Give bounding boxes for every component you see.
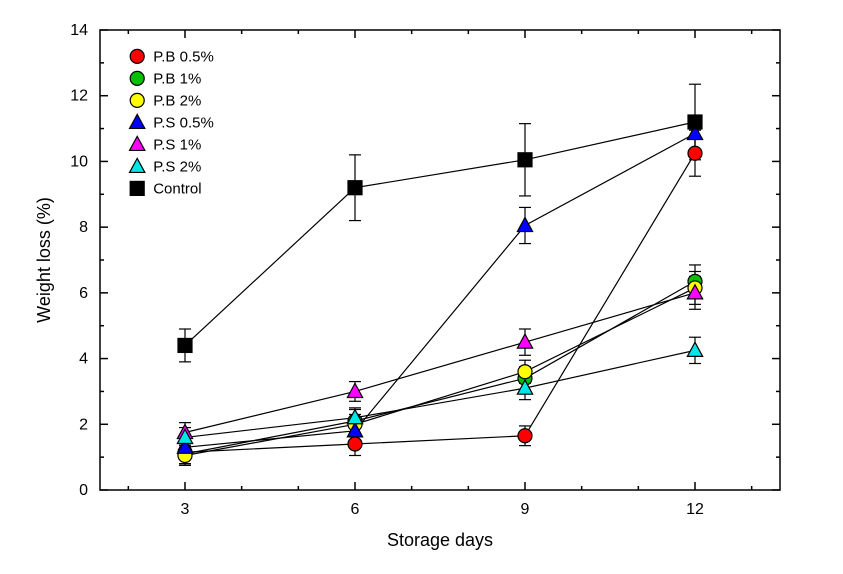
- x-tick-label: 3: [181, 501, 190, 518]
- y-axis-label: Weight loss (%): [34, 197, 54, 323]
- weight-loss-chart: 3 6 9 12 0 2 4 6 8 10 12 14 Storage days Weight loss …: [0, 0, 843, 574]
- y-tick-label: 6: [79, 285, 88, 302]
- y-tick-label: 14: [70, 22, 88, 39]
- legend-item-pb1: P.B 1%: [130, 70, 201, 87]
- chart-svg: 3 6 9 12 0 2 4 6 8 10 12 14 Storage days Weight loss …: [0, 0, 843, 574]
- y-tick-label: 8: [79, 219, 88, 236]
- x-tick-label: 6: [351, 501, 360, 518]
- legend-item-pb2: P.B 2%: [130, 92, 201, 109]
- legend-label-control: Control: [153, 180, 201, 197]
- x-tick-label: 9: [521, 501, 530, 518]
- y-tick-label: 2: [79, 416, 88, 433]
- chart-background: [0, 0, 843, 574]
- legend-label-ps1: P.S 1%: [153, 136, 201, 153]
- legend-label-pb1: P.B 1%: [153, 70, 201, 87]
- legend-label-pb05: P.B 0.5%: [153, 48, 214, 65]
- y-tick-label: 4: [79, 351, 88, 368]
- legend-item-control: Control: [130, 180, 201, 197]
- y-tick-label: 12: [70, 88, 88, 105]
- legend-label-ps2: P.S 2%: [153, 158, 201, 175]
- y-tick-label: 0: [79, 482, 88, 499]
- y-tick-label: 10: [70, 153, 88, 170]
- x-tick-label: 12: [686, 501, 704, 518]
- legend-label-pb2: P.B 2%: [153, 92, 201, 109]
- legend-label-ps05: P.S 0.5%: [153, 114, 214, 131]
- x-axis-label: Storage days: [387, 530, 493, 550]
